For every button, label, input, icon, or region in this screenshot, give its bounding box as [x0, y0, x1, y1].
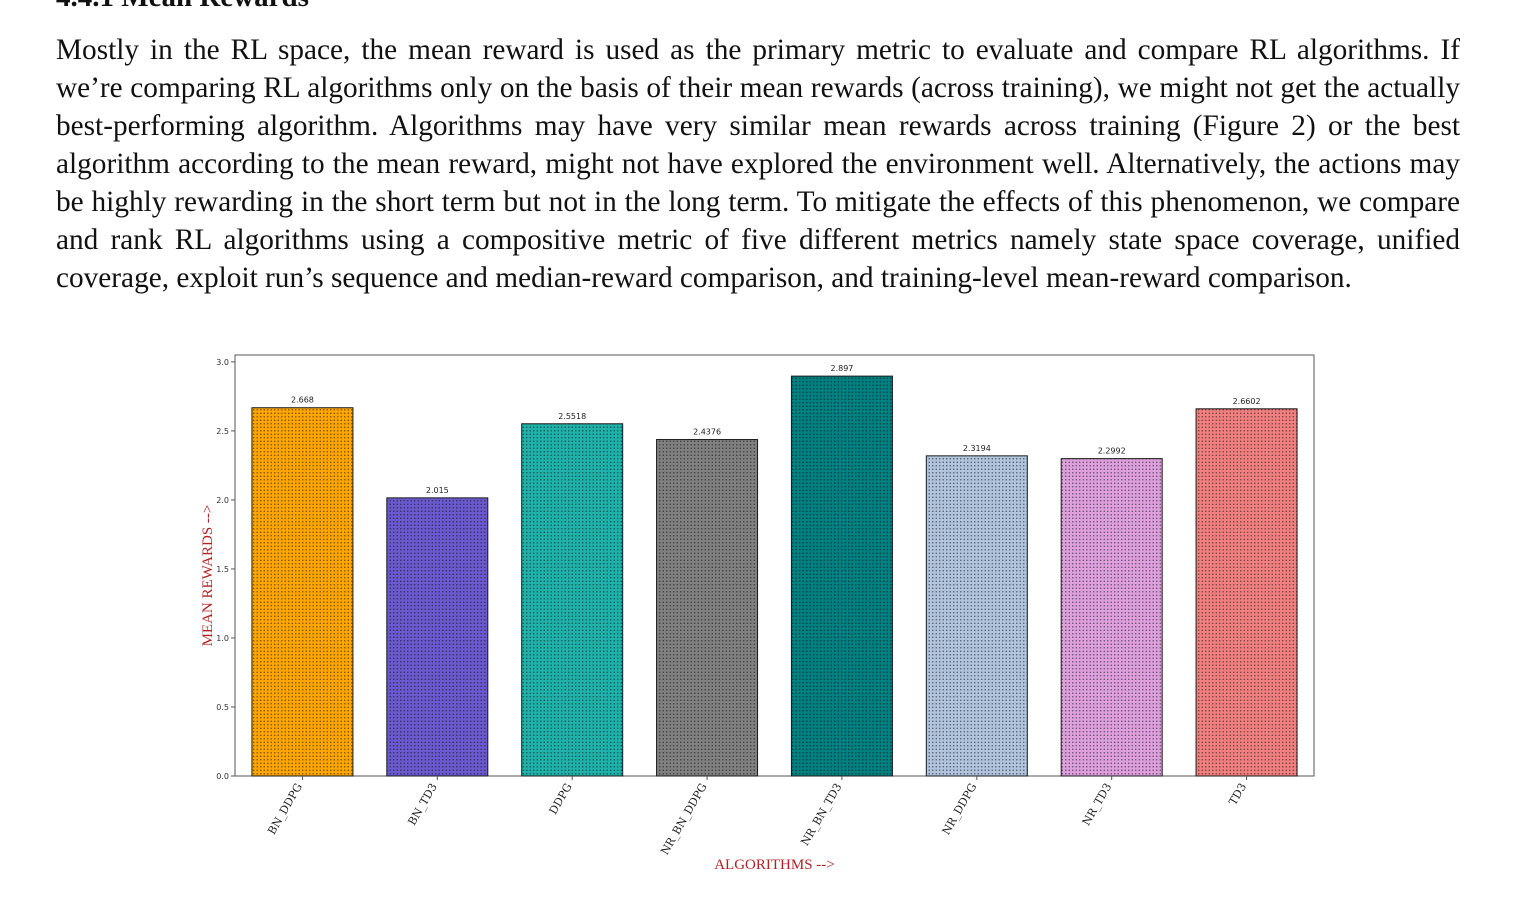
bar-td3-hatch — [1196, 408, 1298, 776]
y-tick-label: 0.0 — [216, 772, 229, 781]
value-label-nr-ddpg: 2.3194 — [963, 444, 991, 453]
bars-group — [251, 375, 1298, 777]
body-paragraph: Mostly in the RL space, the mean reward … — [56, 34, 1460, 295]
bar-nr-bn-ddpg-hatch — [656, 439, 758, 776]
bar-nr-td3-hatch — [1061, 458, 1163, 776]
value-label-ddpg: 2.5518 — [558, 412, 586, 421]
x-axis-title: ALGORITHMS --> — [714, 857, 835, 873]
y-tick-label: 2.5 — [216, 427, 229, 436]
x-tick-label-bn-ddpg: BN_DDPG — [265, 781, 305, 837]
y-axis-title: MEAN REWARDS --> — [200, 505, 216, 647]
section-heading: 4.4.1 Mean Rewards — [56, 0, 309, 12]
x-axis-ticks: BN_DDPG BN_TD3 DDPG NR_BN_DDPG NR_BN_TD3 NR_D… — [265, 776, 1249, 857]
value-label-nr-td3: 2.2992 — [1098, 447, 1126, 456]
x-tick-label-nr-bn-ddpg: NR_BN_DDPG — [658, 781, 709, 857]
x-tick-label-nr-ddpg: NR_DDPG — [940, 781, 980, 837]
bar-nr-bn-td3-hatch — [791, 376, 893, 776]
x-tick-label-ddpg: DDPG — [547, 781, 575, 817]
y-tick-label: 0.5 — [216, 703, 229, 712]
x-tick-label-bn-td3: BN_TD3 — [405, 781, 439, 828]
y-axis-ticks: 0.0 0.5 1.0 1.5 2.0 2.5 3.0 — [216, 358, 235, 781]
y-tick-label: 1.0 — [216, 634, 229, 643]
bar-ddpg-hatch — [521, 423, 623, 776]
value-label-bn-ddpg: 2.668 — [291, 396, 314, 405]
y-tick-label: 2.0 — [216, 496, 229, 505]
y-tick-label: 3.0 — [216, 358, 229, 367]
mean-rewards-figure: 2.668 2.015 2.5518 2.4376 2.897 2.3194 2.2992 2… — [0, 345, 1513, 890]
value-label-nr-bn-td3: 2.897 — [830, 364, 853, 373]
mean-rewards-bar-chart: 2.668 2.015 2.5518 2.4376 2.897 2.3194 2.2992 2… — [200, 354, 1315, 873]
value-label-bn-td3: 2.015 — [426, 486, 449, 495]
bar-bn-ddpg-hatch — [251, 407, 353, 776]
x-tick-label-td3: TD3 — [1226, 781, 1249, 808]
bar-bn-td3-hatch — [386, 497, 488, 776]
bar-nr-ddpg-hatch — [926, 455, 1028, 776]
x-tick-label-nr-td3: NR_TD3 — [1080, 781, 1115, 828]
value-label-nr-bn-ddpg: 2.4376 — [693, 428, 721, 437]
value-labels-group: 2.668 2.015 2.5518 2.4376 2.897 2.3194 2.2992 2… — [291, 364, 1261, 495]
value-label-td3: 2.6602 — [1233, 397, 1261, 406]
x-tick-label-nr-bn-td3: NR_BN_TD3 — [798, 781, 844, 848]
y-tick-label: 1.5 — [216, 565, 229, 574]
